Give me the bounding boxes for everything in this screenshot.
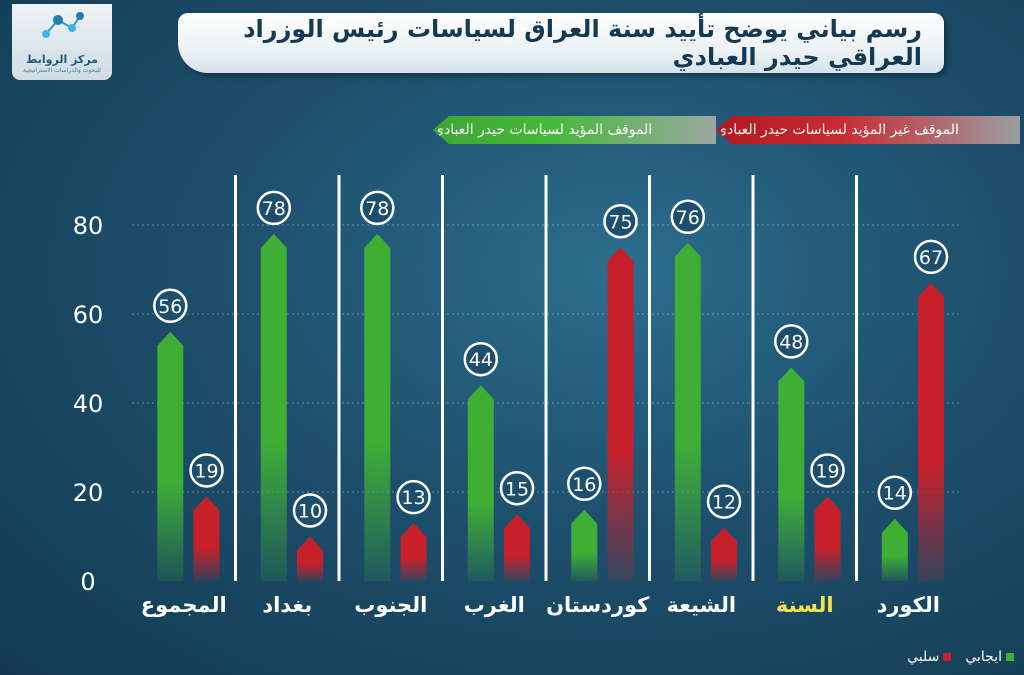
bar-positive-value-label: 14	[883, 483, 907, 505]
bar-negative-value-label: 19	[194, 460, 218, 482]
legend-item-negative: سلبي	[907, 649, 952, 665]
bar-negative-value-label: 75	[608, 211, 632, 233]
legend-swatch-negative	[943, 653, 952, 661]
bar-positive-label-badge	[774, 324, 809, 359]
y-tick-label: 20	[73, 479, 104, 507]
positive-series-label-text: الموقف المؤيد لسياسات حيدر العبادي	[433, 122, 653, 138]
bar-positive-label-badge	[256, 190, 292, 226]
bar-positive	[778, 367, 805, 581]
bar-positive-label-badge	[360, 190, 395, 226]
chart-title: رسم بياني يوضح تأييد سنة العراق لسياسات …	[243, 15, 922, 71]
bar-negative	[193, 496, 220, 581]
logo: مركز الروابط للبحوث والدراسات الاستراتيج…	[12, 4, 112, 80]
legend-label-positive: ايجابي	[965, 649, 1002, 665]
bar-positive-value-label: 56	[158, 296, 182, 318]
x-category-label: الجنوب	[354, 593, 427, 617]
legend-item-positive: ايجابي	[965, 649, 1014, 665]
y-tick-label: 40	[73, 390, 104, 418]
bar-negative	[814, 496, 841, 581]
bar-positive-label-badge	[567, 466, 602, 502]
bar-negative-label-badge	[810, 453, 845, 488]
network-icon	[42, 12, 84, 38]
bar-positive-value-label: 44	[469, 349, 493, 371]
bar-negative-label-badge	[499, 471, 535, 506]
bar-positive-label-badge	[670, 199, 706, 235]
logo-name: مركز الروابط	[26, 53, 98, 66]
bar-positive	[571, 509, 598, 581]
bar-negative-value-label: 19	[815, 460, 839, 482]
y-tick-label: 0	[80, 568, 95, 596]
x-category-label: المجموع	[141, 593, 227, 617]
bar-positive	[674, 242, 701, 582]
x-category-label: السنة	[776, 593, 834, 617]
bar-negative-label-badge	[913, 239, 949, 275]
bar-negative	[607, 247, 634, 581]
bar-positive	[881, 518, 908, 581]
bar-negative-value-label: 13	[401, 487, 425, 509]
positive-series-label: الموقف المؤيد لسياسات حيدر العبادي	[433, 116, 716, 144]
bar-positive-value-label: 16	[572, 474, 596, 496]
bar-negative-label-badge	[292, 493, 328, 528]
negative-series-label: الموقف غير المؤيد لسياسات حيدر العبادي	[716, 116, 1020, 144]
x-category-label: الكورد	[877, 593, 940, 617]
bar-positive-value-label: 78	[365, 198, 389, 220]
bar-positive-value-label: 76	[676, 207, 700, 229]
legend-label-negative: سلبي	[907, 649, 940, 665]
y-tick-label: 80	[73, 212, 104, 240]
negative-series-label-text: الموقف غير المؤيد لسياسات حيدر العبادي	[716, 122, 959, 138]
y-tick-label: 60	[73, 301, 104, 329]
x-category-label: بغداد	[262, 593, 312, 617]
bar-positive-value-label: 78	[262, 198, 286, 220]
bar-negative-label-badge	[189, 453, 224, 488]
bar-negative	[297, 536, 324, 581]
bar-negative-label-badge	[603, 204, 638, 239]
bar-positive-label-badge	[877, 475, 913, 510]
bar-positive-label-badge	[153, 288, 188, 324]
bar-negative-value-label: 12	[712, 492, 736, 514]
bar-positive-label-badge	[463, 341, 499, 377]
bar-negative-label-badge	[706, 484, 742, 519]
x-category-label: كوردستان	[546, 593, 650, 617]
bar-negative	[918, 282, 945, 581]
bar-positive	[364, 233, 391, 581]
bar-negative-value-label: 67	[919, 247, 943, 269]
x-category-label: الغرب	[464, 593, 525, 617]
bar-positive	[157, 331, 184, 581]
bar-negative	[400, 523, 427, 581]
title-banner: رسم بياني يوضح تأييد سنة العراق لسياسات …	[178, 13, 944, 73]
legend-swatch-positive	[1006, 653, 1014, 661]
bar-negative-label-badge	[396, 479, 431, 515]
bar-negative-value-label: 15	[505, 478, 529, 500]
bar-negative	[504, 514, 531, 581]
bar-positive	[467, 385, 494, 581]
bar-positive-value-label: 48	[779, 331, 803, 353]
legend: ايجابي سلبي	[907, 649, 1014, 665]
bar-negative	[711, 527, 738, 581]
x-category-label: الشيعة	[666, 593, 736, 617]
logo-subtitle: للبحوث والدراسات الاستراتيجية	[23, 67, 101, 74]
bar-positive	[260, 233, 287, 581]
bar-negative-value-label: 10	[298, 501, 322, 523]
